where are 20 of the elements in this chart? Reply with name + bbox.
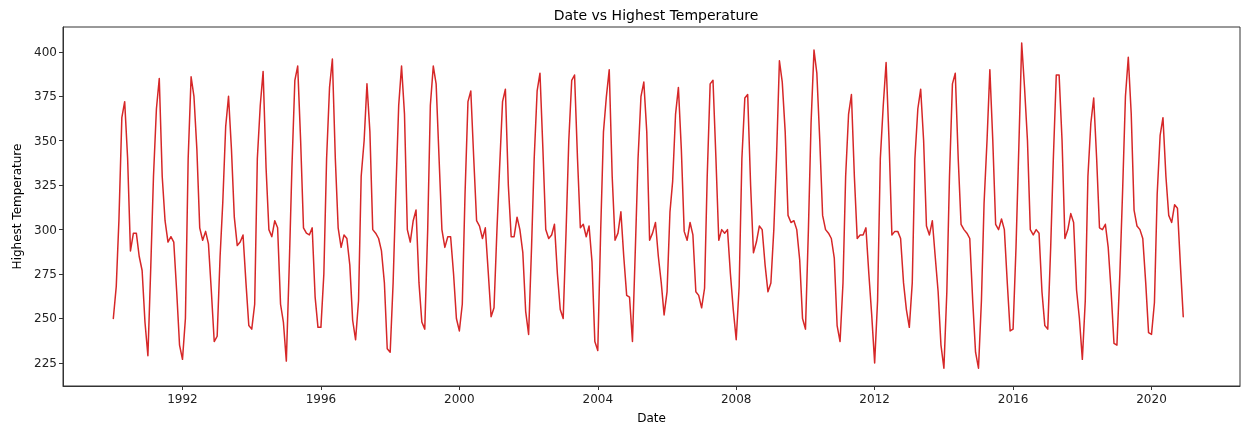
y-tick-label: 250 bbox=[34, 311, 57, 326]
y-tick-label: 350 bbox=[34, 133, 57, 148]
y-axis-title: Highest Temperature bbox=[10, 143, 24, 270]
line-series bbox=[112, 42, 1184, 369]
x-axis-title: Date bbox=[637, 411, 666, 425]
x-tick-label: 2016 bbox=[997, 392, 1029, 406]
y-tick-label: 375 bbox=[34, 89, 57, 104]
y-tick-label: 275 bbox=[34, 267, 57, 282]
x-tick-label: 1992 bbox=[167, 392, 198, 406]
x-tick-label: 2004 bbox=[582, 392, 614, 406]
x-tick-label: 2012 bbox=[859, 392, 890, 406]
chart-title: Date vs Highest Temperature bbox=[553, 7, 759, 23]
x-tick-label: 2000 bbox=[444, 392, 475, 406]
y-tick-label: 225 bbox=[34, 355, 57, 370]
y-tick-label: 325 bbox=[34, 178, 57, 193]
y-tick-label: 400 bbox=[34, 44, 57, 59]
y-tick-label: 300 bbox=[34, 222, 57, 237]
x-tick-label: 1996 bbox=[305, 392, 337, 406]
x-tick-label: 2020 bbox=[1136, 392, 1167, 406]
x-tick-label: 2008 bbox=[720, 392, 752, 406]
